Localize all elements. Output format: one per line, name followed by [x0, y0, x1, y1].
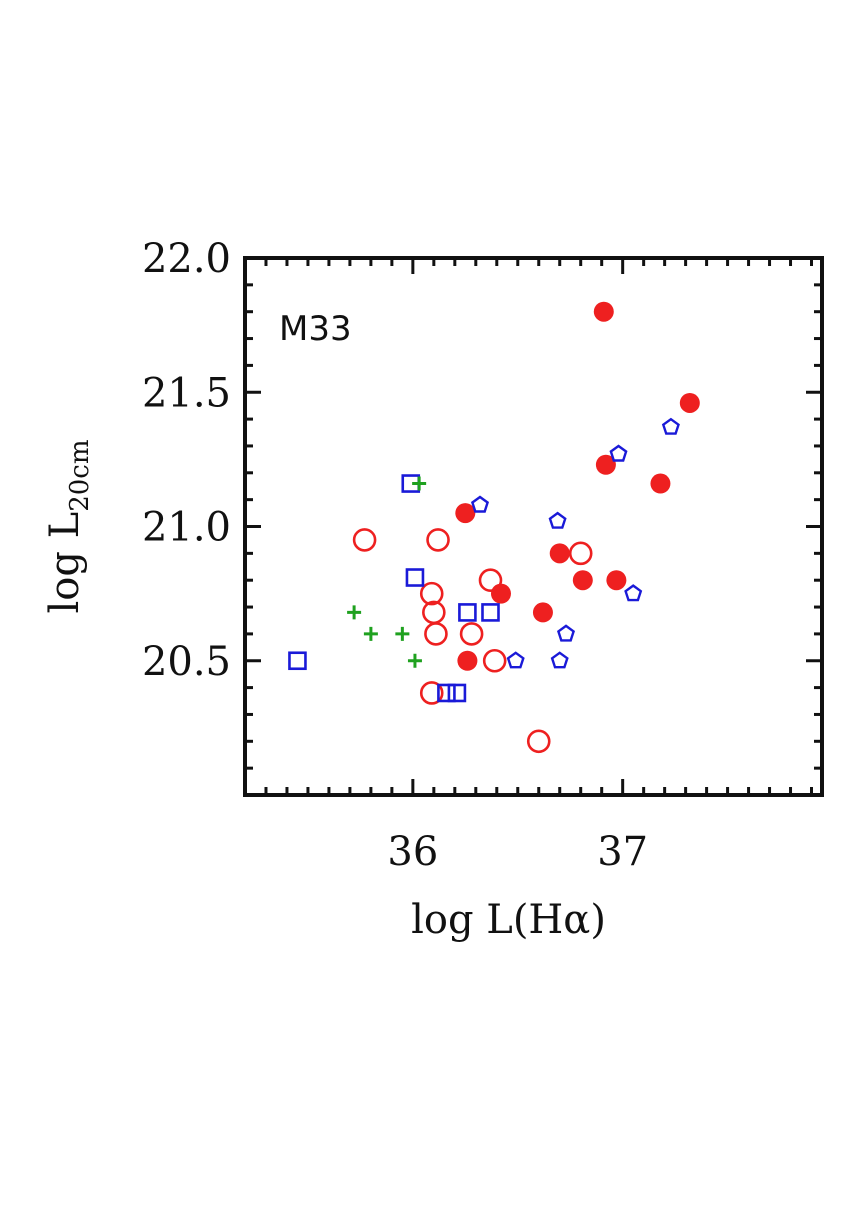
open-circle-point: [526, 729, 551, 754]
x-tick-label: 37: [597, 829, 648, 875]
open-square-point: [288, 651, 307, 671]
y-axis-label-main: log L: [42, 512, 88, 614]
plus-point: [395, 626, 410, 641]
open-pentagon-point: [550, 651, 569, 669]
filled-circle-point: [606, 570, 627, 591]
plus-point: [347, 605, 362, 620]
open-pentagon-point: [556, 624, 576, 642]
y-axis-label-subscript: 20cm: [65, 439, 95, 511]
open-circle-point: [424, 622, 448, 646]
open-circle-point: [352, 528, 377, 552]
axis-ticks: [243, 256, 822, 797]
open-circle-point: [419, 581, 444, 606]
filled-circle-point: [457, 650, 478, 671]
data-points: [288, 301, 700, 754]
plus-point: [363, 626, 378, 641]
filled-circle-point: [549, 543, 570, 564]
y-tick-label: 21.0: [142, 505, 231, 551]
plus-point: [412, 476, 427, 491]
x-tick-label: 36: [387, 829, 438, 875]
open-circle-point: [568, 541, 593, 566]
open-pentagon-point: [661, 417, 680, 435]
x-axis-label: log L(Hα): [411, 897, 606, 943]
panel-label: M33: [279, 309, 352, 349]
y-axis-label: log L20cm: [42, 439, 95, 613]
open-square-point: [447, 683, 467, 703]
open-circle-point: [478, 568, 503, 593]
open-pentagon-point: [624, 584, 643, 602]
open-circle-point: [482, 648, 507, 673]
y-tick-label: 22.0: [142, 236, 231, 282]
open-circle-point: [426, 528, 450, 552]
open-pentagon-point: [548, 511, 567, 529]
filled-circle-point: [455, 503, 476, 524]
filled-circle-point: [572, 570, 593, 591]
plus-point: [407, 653, 422, 668]
open-pentagon-point: [470, 495, 490, 513]
filled-circle-point: [532, 602, 553, 623]
open-circle-point: [459, 622, 484, 646]
open-square-point: [405, 568, 425, 587]
y-tick-label: 20.5: [142, 639, 231, 685]
filled-circle-point: [593, 301, 614, 322]
filled-circle-point: [490, 583, 511, 604]
filled-circle-point: [650, 473, 671, 494]
y-tick-label: 21.5: [142, 370, 231, 416]
open-square-point: [481, 603, 500, 622]
filled-circle-point: [679, 392, 700, 413]
tick-labels: 36 37 20.5 21.0 21.5 22.0: [142, 236, 648, 875]
open-circle-point: [419, 681, 444, 705]
open-square-point: [437, 683, 456, 703]
open-square-point: [458, 603, 477, 622]
filled-circle-point: [595, 454, 616, 475]
open-pentagon-point: [609, 444, 628, 462]
open-pentagon-point: [506, 651, 525, 669]
